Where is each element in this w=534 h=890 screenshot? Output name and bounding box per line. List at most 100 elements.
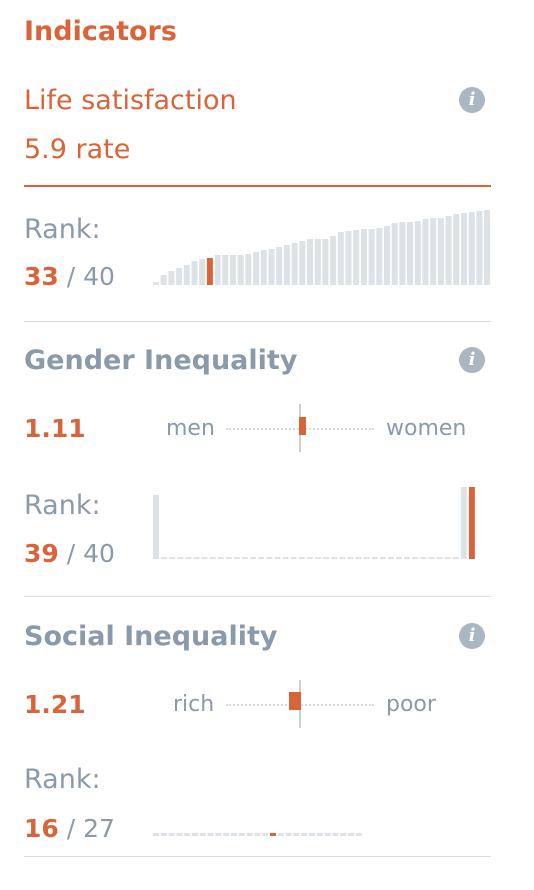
rank-bar xyxy=(437,218,444,285)
rank-bar xyxy=(254,833,261,836)
rank-bar xyxy=(193,557,200,559)
rank-bar xyxy=(161,557,168,559)
rank-bar xyxy=(376,228,383,285)
rank-bar xyxy=(268,249,275,285)
life-satisfaction-value: 5.9 rate xyxy=(24,134,131,165)
rank-bar xyxy=(246,833,253,836)
rank-bar xyxy=(316,833,323,836)
rank-bar xyxy=(379,557,386,559)
rank-total: / 27 xyxy=(66,814,115,843)
rank-bar xyxy=(209,557,216,559)
rank-bar xyxy=(353,230,360,285)
rank-bar xyxy=(384,226,390,285)
rank-bar xyxy=(360,229,367,285)
rank-bar xyxy=(160,275,167,285)
rank-bar xyxy=(484,210,491,285)
rank-bar xyxy=(323,557,330,559)
rank-bar xyxy=(363,557,370,559)
rank-bar xyxy=(445,216,452,285)
indicators-title: Indicators xyxy=(24,16,177,47)
rank-bar xyxy=(245,254,252,285)
rank-bar xyxy=(309,833,315,836)
rank-bar xyxy=(276,247,283,285)
rank-total: / 40 xyxy=(66,262,115,291)
rank-bar xyxy=(407,222,414,285)
rank-bar xyxy=(262,833,269,836)
rank-bar xyxy=(177,557,184,559)
rank-bar xyxy=(420,557,427,559)
rank-bar xyxy=(368,229,375,285)
rank-bar xyxy=(231,833,237,836)
rank-bar xyxy=(453,214,460,285)
rank-bar xyxy=(270,833,276,836)
rank-bar xyxy=(332,833,339,836)
rank-bar xyxy=(461,213,467,285)
rank-bar xyxy=(468,212,475,285)
rank-bar xyxy=(206,258,213,285)
rank-bar xyxy=(468,487,475,559)
rank-bar xyxy=(355,557,362,559)
rank-bar xyxy=(258,557,265,559)
rank-bar xyxy=(291,243,298,285)
rank-bar xyxy=(214,255,221,285)
rank-bar xyxy=(201,557,208,559)
rank-total: / 40 xyxy=(66,539,115,568)
rank-bar xyxy=(207,833,214,836)
rank-bar xyxy=(396,557,402,559)
rank-bar xyxy=(192,833,198,836)
rank-bar xyxy=(414,221,421,285)
rank-bar xyxy=(285,833,292,836)
rank-bar xyxy=(199,259,206,285)
rank-value: 16 / 27 xyxy=(24,814,115,843)
rank-bar xyxy=(348,833,354,836)
rank-bar xyxy=(412,557,419,559)
rank-bar xyxy=(301,833,308,836)
rank-bar xyxy=(315,557,321,559)
rank-bar xyxy=(452,557,459,559)
rank-bar xyxy=(153,495,159,559)
rank-bar xyxy=(169,557,176,559)
rank-bar xyxy=(283,245,290,285)
info-icon[interactable]: i xyxy=(459,623,485,649)
rank-bar xyxy=(339,557,346,559)
rank-bar xyxy=(371,557,378,559)
rank-bar xyxy=(391,223,398,285)
rank-bar xyxy=(199,833,206,836)
rank-label: Rank: xyxy=(24,490,101,521)
rank-bar xyxy=(436,557,443,559)
rank-bar xyxy=(340,833,347,836)
rank-bar xyxy=(428,557,435,559)
rank-bar xyxy=(290,557,297,559)
rank-bar-chart xyxy=(153,487,475,559)
rank-bar xyxy=(266,557,273,559)
info-icon[interactable]: i xyxy=(459,87,485,113)
balance-marker xyxy=(289,692,301,710)
rank-bar xyxy=(168,833,175,836)
rank-bar xyxy=(330,236,337,285)
info-icon[interactable]: i xyxy=(459,347,485,373)
rank-bar xyxy=(253,252,260,285)
rank-bar xyxy=(322,239,329,285)
rank-bar xyxy=(355,833,362,836)
rank-bar xyxy=(331,557,338,559)
rank-bar xyxy=(250,557,257,559)
rank-bar xyxy=(260,250,267,285)
rank-bar xyxy=(345,231,352,285)
poor-label: poor xyxy=(386,692,436,717)
section-divider xyxy=(24,856,491,857)
rank-current: 33 xyxy=(24,262,59,291)
rank-bar xyxy=(299,241,306,285)
rank-bar xyxy=(225,557,232,559)
rank-bar xyxy=(238,833,245,836)
rank-bar xyxy=(422,219,429,285)
section-divider xyxy=(24,596,491,597)
rank-bar-chart xyxy=(153,210,491,285)
rank-bar xyxy=(230,255,236,285)
rank-bar xyxy=(234,557,240,559)
men-label: men xyxy=(166,416,215,441)
rich-label: rich xyxy=(173,692,215,717)
rank-bar xyxy=(293,833,300,836)
rank-current: 39 xyxy=(24,539,59,568)
rank-bar xyxy=(337,232,344,285)
rank-value: 33 / 40 xyxy=(24,262,115,291)
